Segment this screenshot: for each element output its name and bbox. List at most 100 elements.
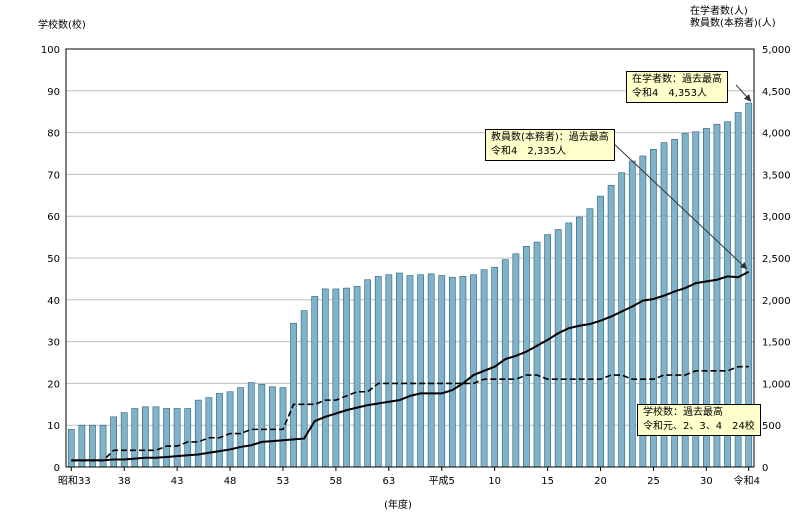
y2-tick-label: 1,500 (762, 338, 791, 349)
bar (290, 322, 297, 468)
x-tick-label: 10 (488, 476, 501, 487)
annotation-students: 在学者数：過去最高 令和4 4,353人 (626, 71, 728, 103)
arrow-students (735, 84, 752, 102)
x-tick-label: 令和4 (734, 474, 760, 487)
arrow-teachers (611, 141, 748, 270)
bar (417, 274, 424, 468)
bar (586, 208, 594, 468)
tick-labels: 0 10 20 30 40 50 60 70 80 90 100 0 500 1,000 1,500 2,00… (41, 45, 791, 487)
bar (311, 296, 319, 468)
bar (597, 195, 604, 468)
bar (269, 386, 276, 468)
bar (226, 391, 234, 468)
y2-tick-label: 3,000 (762, 212, 791, 223)
x-tick-label: 15 (541, 476, 554, 487)
bar (163, 408, 170, 468)
bar (554, 229, 562, 468)
annotation-teachers-line2: 令和4 2,335人 (491, 146, 566, 157)
x-tick-label: 38 (118, 476, 131, 487)
y1-tick-label: 80 (47, 129, 60, 140)
bar (406, 275, 414, 468)
plot-frame (65, 48, 755, 468)
bar (618, 172, 626, 468)
bar (459, 276, 467, 468)
bar (300, 310, 308, 468)
bar (523, 245, 530, 468)
bar (565, 222, 573, 468)
y1-tick-label: 60 (47, 212, 60, 223)
annotation-teachers: 教員数(本務者)：過去最高 令和4 2,335人 (485, 129, 615, 161)
teachers-line (71, 270, 750, 462)
bar (544, 234, 551, 468)
annotation-schools: 学校数：過去最高 令和元、2、3、4 24校 (637, 404, 761, 436)
y2-tick-label: 0 (762, 463, 768, 474)
annotation-arrows (611, 84, 752, 270)
x-tick-label: 58 (330, 476, 343, 487)
y1-tick-label: 40 (47, 296, 60, 307)
y1-axis-label: 学校数(校) (38, 18, 86, 31)
bar (194, 399, 202, 468)
y1-tick-label: 100 (41, 45, 60, 56)
y2-tick-label: 5,000 (762, 45, 791, 56)
y1-tick-label: 20 (47, 379, 60, 390)
bar (628, 160, 636, 468)
bar (173, 408, 181, 468)
bar (374, 276, 382, 468)
bar (216, 393, 223, 468)
bar (279, 387, 287, 468)
x-axis-label: (年度) (384, 498, 412, 511)
y1-tick-label: 0 (54, 463, 60, 474)
bar (205, 397, 213, 468)
annotation-schools-line2: 令和元、2、3、4 24校 (643, 421, 755, 432)
annotation-students-line2: 令和4 4,353人 (632, 88, 707, 99)
series-lines (71, 270, 750, 462)
bar (533, 241, 541, 468)
bar (501, 259, 509, 468)
bar (385, 274, 393, 468)
bar (321, 288, 329, 468)
y1-tick-label: 30 (47, 338, 60, 349)
x-tick-label: 53 (277, 476, 290, 487)
bar (247, 382, 255, 468)
x-tick-label: 20 (594, 476, 607, 487)
bar (438, 275, 446, 468)
bar (512, 253, 520, 468)
y1-tick-label: 70 (47, 170, 60, 181)
annotation-teachers-line1: 教員数(本務者)：過去最高 (491, 132, 609, 143)
axes (65, 48, 755, 471)
bar (332, 288, 340, 468)
bar (427, 273, 435, 468)
bar (470, 274, 477, 468)
y2-axis-label-line2: 教員数(本務者)(人) (690, 16, 776, 29)
y1-tick-label: 90 (47, 87, 60, 98)
y2-tick-label: 2,000 (762, 296, 791, 307)
bar (237, 387, 245, 468)
x-tick-label: 30 (700, 476, 713, 487)
bar (184, 408, 192, 468)
y2-tick-label: 2,500 (762, 254, 791, 265)
bar (575, 216, 583, 468)
x-tick-label: 48 (224, 476, 237, 487)
bar (258, 383, 266, 468)
x-tick-label: 昭和33 (58, 475, 91, 487)
bar (448, 276, 456, 468)
annotation-students-line1: 在学者数：過去最高 (632, 74, 722, 85)
y2-tick-label: 4,500 (762, 87, 791, 98)
y1-tick-label: 50 (47, 254, 60, 265)
bar (364, 279, 372, 468)
bar (480, 269, 488, 468)
bar (396, 272, 403, 468)
y2-tick-label: 1,000 (762, 379, 791, 390)
annotation-schools-line1: 学校数：過去最高 (643, 407, 723, 418)
y2-axis-label-line1: 在学者数(人) (690, 4, 748, 17)
y1-tick-label: 10 (47, 421, 60, 432)
bar (343, 287, 350, 468)
y2-tick-label: 3,500 (762, 170, 791, 181)
y2-tick-label: 4,000 (762, 129, 791, 140)
schools-line (71, 365, 749, 462)
bar (353, 286, 361, 468)
x-tick-label: 平成5 (429, 475, 455, 487)
x-tick-label: 43 (171, 476, 184, 487)
x-tick-label: 25 (647, 476, 660, 487)
